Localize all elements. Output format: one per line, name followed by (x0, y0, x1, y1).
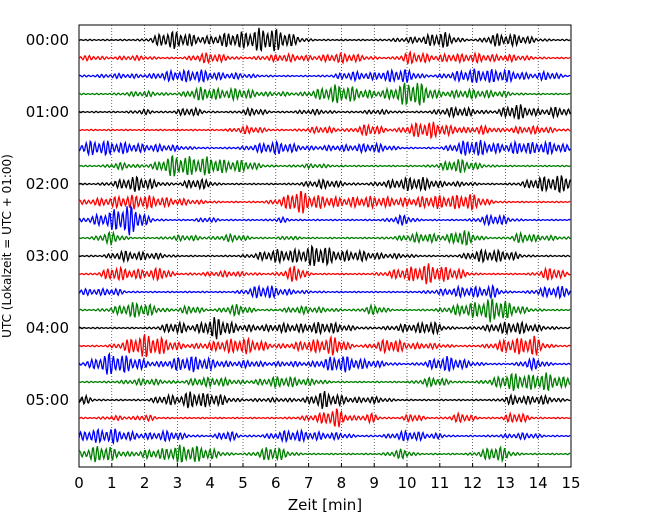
trace-line (78, 298, 571, 323)
trace-line (78, 67, 571, 84)
trace-line (78, 139, 571, 157)
x-tick-label: 2 (140, 474, 150, 492)
trace-line (78, 50, 571, 65)
trace-line (78, 121, 571, 140)
trace-line (78, 104, 571, 120)
x-axis-title: Zeit [min] (288, 496, 362, 514)
x-tick-label: 6 (271, 474, 281, 492)
x-tick-label: 10 (397, 474, 416, 492)
trace-line (78, 427, 571, 446)
seismic-traces (78, 27, 571, 464)
y-tick-label: 05:00 (26, 391, 69, 409)
trace-line (78, 230, 571, 247)
y-axis: 00:00 01:00 02:00 03:00 04:00 05:00 (26, 31, 83, 409)
y-tick-label: 02:00 (26, 175, 69, 193)
x-tick-label: 7 (304, 474, 314, 492)
trace-line (78, 351, 571, 375)
x-tick-label: 8 (337, 474, 347, 492)
trace-line (78, 444, 571, 464)
trace-line (78, 334, 571, 358)
trace-line (78, 154, 571, 177)
trace-line (78, 408, 571, 428)
trace-line (78, 390, 571, 409)
trace-line (79, 204, 571, 236)
x-tick-label: 13 (496, 474, 515, 492)
y-tick-label: 00:00 (26, 31, 69, 49)
trace-line (78, 82, 571, 107)
x-tick-label: 3 (173, 474, 183, 492)
trace-line (78, 317, 571, 340)
x-tick-label: 11 (430, 474, 449, 492)
trace-line (78, 372, 571, 392)
x-tick-label: 4 (205, 474, 215, 492)
trace-line (78, 191, 571, 214)
x-tick-label: 15 (561, 474, 580, 492)
y-tick-label: 03:00 (26, 247, 69, 265)
x-tick-label: 9 (369, 474, 379, 492)
y-tick-label: 01:00 (26, 103, 69, 121)
x-axis: 0 1 2 3 4 5 6 7 8 9 10 11 12 13 14 15 (74, 463, 581, 492)
trace-line (78, 283, 571, 300)
trace-line (78, 175, 571, 194)
x-tick-label: 5 (238, 474, 248, 492)
trace-line (78, 244, 571, 267)
x-tick-label: 14 (529, 474, 548, 492)
trace-line (78, 27, 571, 52)
y-tick-label: 04:00 (26, 319, 69, 337)
x-tick-label: 12 (463, 474, 482, 492)
y-axis-title: UTC (Lokalzeit = UTC + 01:00) (0, 154, 14, 338)
x-tick-label: 1 (107, 474, 117, 492)
x-tick-label: 0 (74, 474, 84, 492)
trace-line (78, 263, 571, 285)
